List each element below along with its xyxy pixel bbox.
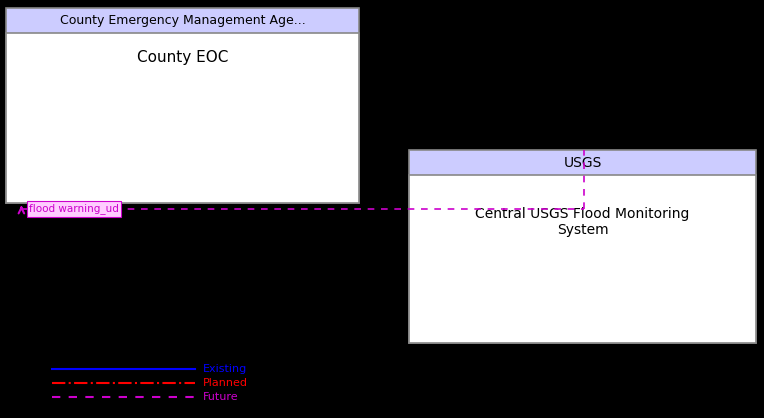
Text: Future: Future — [202, 392, 238, 402]
FancyBboxPatch shape — [409, 150, 756, 343]
Text: County Emergency Management Age...: County Emergency Management Age... — [60, 14, 306, 28]
Text: USGS: USGS — [563, 155, 602, 170]
FancyBboxPatch shape — [6, 8, 359, 203]
Text: Existing: Existing — [202, 364, 247, 374]
Text: Central USGS Flood Monitoring
System: Central USGS Flood Monitoring System — [475, 206, 690, 237]
Text: County EOC: County EOC — [137, 50, 228, 65]
Text: flood warning_ud: flood warning_ud — [29, 204, 119, 214]
Text: Planned: Planned — [202, 378, 248, 388]
FancyBboxPatch shape — [6, 33, 359, 203]
FancyBboxPatch shape — [409, 175, 756, 343]
